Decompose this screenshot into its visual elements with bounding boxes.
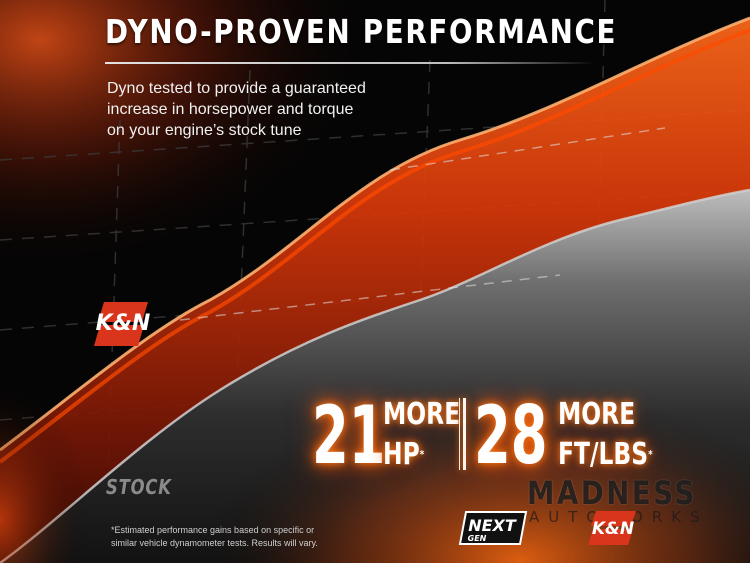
stats-divider-thin bbox=[459, 398, 460, 470]
torque-gain-more-label: MORE bbox=[558, 397, 636, 432]
stats-divider bbox=[463, 398, 466, 470]
hp-gain-unit-label: HP* bbox=[383, 440, 424, 470]
torque-gain-stat: 28 MORE FT/LBS* bbox=[474, 396, 654, 476]
hp-unit-text: HP bbox=[383, 437, 420, 472]
footnote-line: *Estimated performance gains based on sp… bbox=[111, 525, 315, 535]
next-gen-top-text: NEXT bbox=[468, 516, 517, 535]
subtitle: Dyno tested to provide a guaranteed incr… bbox=[107, 78, 427, 141]
watermark-top-text: MADNESS bbox=[527, 474, 697, 512]
kn-small-logo: K&N bbox=[588, 511, 636, 545]
kn-curve-logo: K&N bbox=[94, 302, 150, 346]
kn-small-label: K&N bbox=[592, 519, 634, 539]
page-title: DYNO-PROVEN PERFORMANCE bbox=[105, 12, 618, 51]
subtitle-line: increase in horsepower and torque bbox=[107, 101, 354, 118]
footnote-line: similar vehicle dynamometer tests. Resul… bbox=[111, 538, 318, 548]
hp-asterisk: * bbox=[419, 448, 425, 461]
hp-gain-number: 21 bbox=[312, 389, 386, 482]
torque-gain-unit-label: FT/LBS* bbox=[558, 440, 653, 470]
disclaimer-footnote: *Estimated performance gains based on sp… bbox=[111, 524, 331, 550]
stock-curve-label: STOCK bbox=[106, 475, 172, 499]
next-gen-logo: NEXT GEN bbox=[458, 511, 528, 545]
subtitle-line: on your engine’s stock tune bbox=[107, 122, 302, 139]
torque-gain-number: 28 bbox=[474, 389, 548, 482]
next-gen-bottom-text: GEN bbox=[468, 534, 487, 543]
hp-gain-more-label: MORE bbox=[383, 397, 461, 432]
subtitle-line: Dyno tested to provide a guaranteed bbox=[107, 80, 366, 97]
madness-autoworks-watermark: MADNESS AUTOWORKS bbox=[527, 474, 732, 526]
torque-asterisk: * bbox=[648, 448, 653, 461]
kn-curve-label: K&N bbox=[96, 311, 150, 336]
torque-unit-text: FT/LBS bbox=[558, 437, 649, 472]
hp-gain-stat: 21 MORE HP* bbox=[312, 396, 462, 476]
title-underline bbox=[105, 62, 595, 64]
